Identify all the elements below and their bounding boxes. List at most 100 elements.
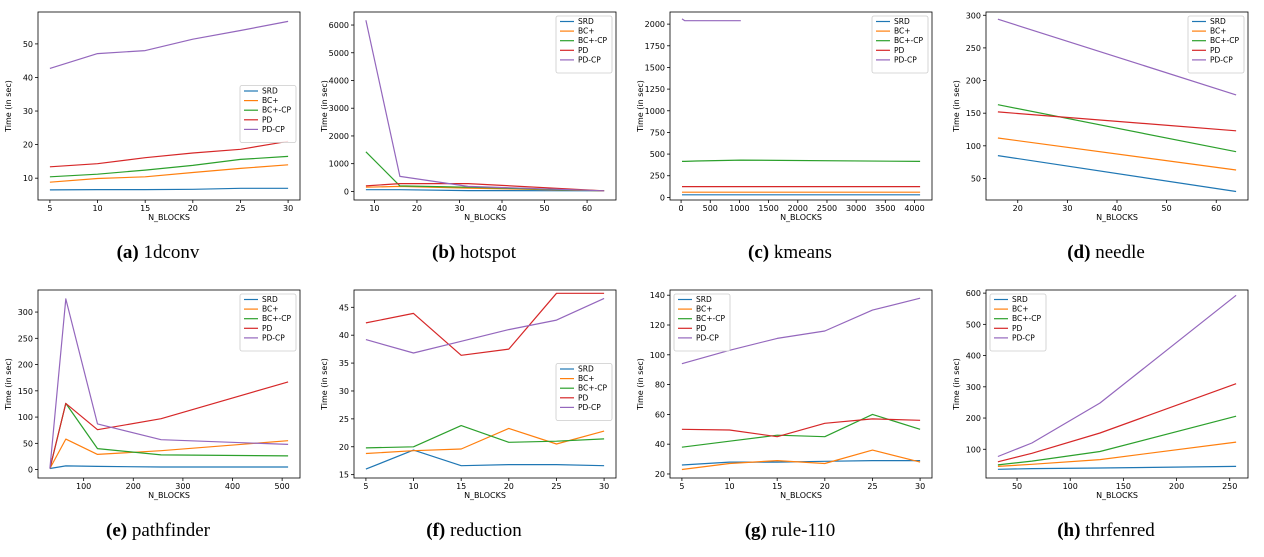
y-tick-label: 40: [339, 331, 349, 340]
chart-panel-kmeans: 0 500 1000 1500 2000 2500 3000 3500 4000 0 250 500 7…: [632, 0, 948, 278]
series-line-bc-cp: [365, 425, 605, 449]
legend-label: BC+: [578, 27, 595, 36]
series-line-srd: [365, 449, 605, 470]
plot-frame: [985, 289, 1249, 479]
legend-label: PD-CP: [1210, 55, 1233, 64]
y-tick-label: 25: [339, 415, 349, 424]
legend-label: BC+: [578, 374, 595, 383]
x-tick-label: 500: [274, 482, 289, 491]
legend-label: BC+-CP: [578, 384, 607, 393]
x-tick-label: 25: [235, 204, 245, 213]
y-tick-label: 10: [23, 174, 33, 183]
y-tick-label: 140: [650, 291, 665, 300]
plot-frame: [353, 11, 617, 201]
caption-name: hotspot: [455, 242, 516, 263]
y-tick-label: 200: [18, 361, 33, 370]
x-tick-label: 10: [369, 204, 379, 213]
x-tick-label: 15: [140, 204, 150, 213]
legend-label: PD-CP: [1012, 333, 1035, 342]
legend-label: PD: [1210, 46, 1221, 55]
plot-frame: [669, 289, 933, 479]
x-tick-label: 50: [1162, 204, 1172, 213]
legend-label: SRD: [696, 295, 712, 304]
x-tick-label: 5: [47, 204, 52, 213]
plot-frame: [37, 11, 301, 201]
y-tick-label: 40: [23, 73, 33, 82]
x-tick-label: 20: [188, 204, 198, 213]
legend-label: BC+: [262, 96, 279, 105]
series-line-pd-cp: [49, 20, 289, 69]
y-tick-label: 5000: [329, 49, 349, 58]
legend-label: PD: [262, 324, 273, 333]
y-tick-label: 250: [966, 44, 981, 53]
chart-svg: 100 200 300 400 500050100150200250300N_BLOCK…: [4, 289, 301, 500]
x-tick-label: 3000: [846, 204, 866, 213]
y-tick-label: 150: [18, 387, 33, 396]
x-tick-label: 1000: [729, 204, 749, 213]
x-tick-label: 2000: [788, 204, 808, 213]
x-tick-label: 50: [539, 204, 549, 213]
y-tick-label: 20: [23, 141, 33, 150]
legend-box: [555, 15, 613, 74]
legend-label: BC+-CP: [1012, 314, 1041, 323]
x-tick-label: 1500: [758, 204, 778, 213]
series-line-bc-: [997, 441, 1237, 467]
y-tick-label: 0: [344, 187, 349, 196]
x-axis-label: N_BLOCKS: [464, 213, 506, 222]
plot-frame: [353, 289, 617, 479]
series-line-bc-: [49, 164, 289, 183]
x-tick-label: 40: [497, 204, 507, 213]
x-tick-label: 30: [915, 482, 925, 491]
x-tick-label: 250: [1222, 482, 1237, 491]
y-tick-label: 6000: [329, 21, 349, 30]
x-tick-label: 25: [867, 482, 877, 491]
y-tick-label: 600: [966, 289, 981, 298]
x-tick-label: 300: [175, 482, 190, 491]
series-line-pd-cp: [681, 18, 741, 22]
y-axis-label: Time (in sec): [4, 358, 13, 411]
series-line-pd: [365, 292, 605, 356]
series-line-pd-cp: [365, 297, 605, 354]
legend-box: [989, 293, 1047, 352]
chart-panel-needle: 20 30 40 50 60 50 100 150 200 250 300 N_BLOCKS Time …: [948, 0, 1264, 278]
x-tick-label: 5: [679, 482, 684, 491]
series-line-bc-cp: [997, 415, 1237, 466]
x-tick-label: 25: [551, 482, 561, 491]
x-tick-label: 200: [126, 482, 141, 491]
series-line-bc-: [365, 427, 605, 455]
series-line-pd: [997, 111, 1237, 132]
legend-label: SRD: [1012, 295, 1028, 304]
y-tick-label: 50: [23, 439, 33, 448]
y-tick-label: 1250: [645, 85, 665, 94]
y-tick-label: 2000: [329, 132, 349, 141]
caption-name: needle: [1090, 242, 1145, 263]
legend-label: SRD: [262, 295, 278, 304]
legend-label: PD: [578, 46, 589, 55]
caption-letter: (c): [748, 242, 770, 263]
x-axis-label: N_BLOCKS: [1096, 213, 1138, 222]
chart-svg: 0 500 1000 1500 2000 2500 3000 3500 4000 0 250 500 7…: [636, 11, 933, 222]
series-line-pd-cp: [365, 20, 605, 192]
x-tick-label: 150: [1116, 482, 1131, 491]
x-tick-label: 200: [1169, 482, 1184, 491]
caption-name: 1dconv: [138, 242, 200, 263]
series-line-bc-cp: [997, 104, 1237, 153]
legend-label: BC+-CP: [262, 314, 291, 323]
y-axis-label: Time (in sec): [636, 80, 645, 133]
chart-panel-pathfinder: 100 200 300 400 500 0 50 100 150 200 250 300 N_BLOCK…: [0, 278, 316, 556]
y-axis-label: Time (in sec): [952, 358, 961, 411]
x-tick-label: 20: [820, 482, 830, 491]
y-tick-label: 300: [966, 11, 981, 20]
x-tick-label: 60: [582, 204, 592, 213]
caption-letter: (e): [106, 520, 128, 541]
caption-letter: (d): [1067, 242, 1091, 263]
chart-panel-hotspot: 10 20 30 40 50 60 0 1000 2000 3000 4000 5000 6000 N_B…: [316, 0, 632, 278]
plot-frame: [669, 11, 933, 201]
x-tick-label: 30: [283, 204, 293, 213]
subfigure-caption: (b) hotspot: [316, 242, 632, 264]
series-line-pd: [365, 183, 605, 192]
x-tick-label: 500: [703, 204, 718, 213]
